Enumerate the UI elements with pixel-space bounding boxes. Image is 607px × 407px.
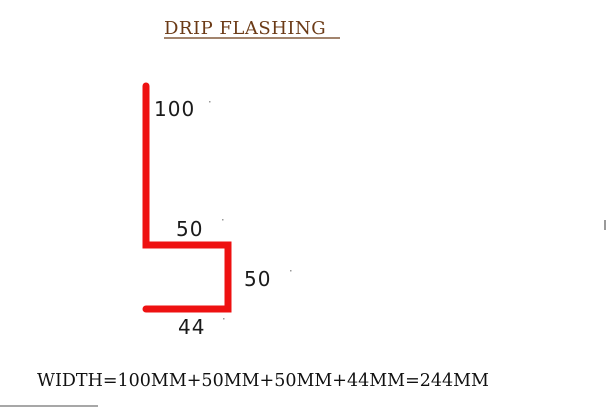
cad-marker — [209, 101, 211, 103]
dimension-top-horizontal: 50 — [176, 217, 203, 241]
flashing-profile-line — [142, 82, 232, 313]
dimension-top-vertical: 100 — [154, 97, 195, 121]
cad-marker — [223, 318, 225, 320]
width-formula: WIDTH=100MM+50MM+50MM+44MM=244MM — [37, 371, 489, 391]
cad-marker — [290, 270, 292, 272]
cad-marker — [222, 219, 224, 221]
edge-fragment — [604, 220, 606, 230]
dimension-lower-vertical: 50 — [244, 267, 271, 291]
dimension-bottom-horizontal: 44 — [178, 315, 205, 339]
diagram-title: DRIP FLASHING — [164, 18, 326, 39]
